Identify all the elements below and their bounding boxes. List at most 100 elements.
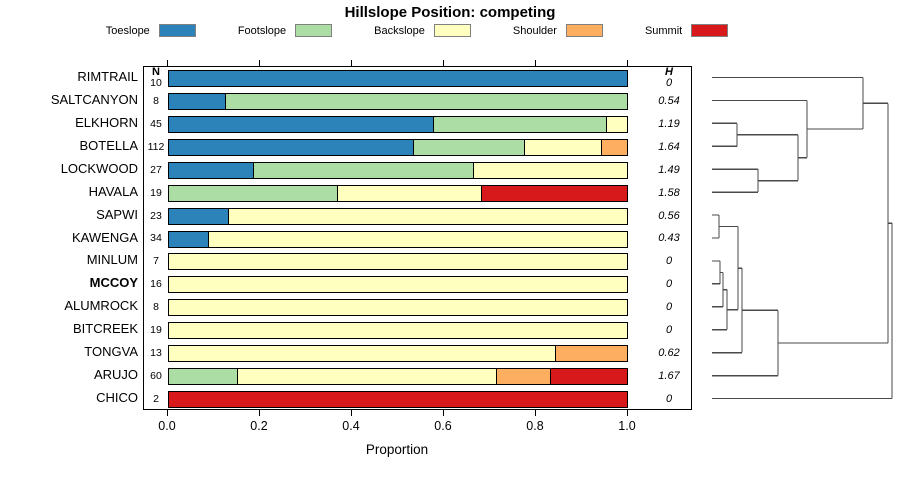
legend-label: Summit xyxy=(644,24,683,37)
h-value: 0.56 xyxy=(658,209,680,222)
x-tick xyxy=(259,410,260,416)
n-cell: 45 xyxy=(144,113,168,136)
x-tick xyxy=(351,60,352,66)
h-cell: 1.19 xyxy=(647,113,691,136)
bar-row xyxy=(168,345,628,363)
bar-segment-backslope xyxy=(169,254,627,270)
n-cell: 23 xyxy=(144,205,168,228)
n-cell: 112 xyxy=(144,136,168,159)
x-tick-label: 0.4 xyxy=(342,419,360,433)
row-label: MINLUM xyxy=(86,252,138,268)
n-value: 23 xyxy=(150,209,162,222)
legend-item-backslope: Backslope xyxy=(374,24,471,37)
n-cell: 27 xyxy=(144,159,168,182)
row-labels: RIMTRAIL SALTCANYON ELKHORN BOTELLA LOCKWOOD… xyxy=(0,66,138,410)
x-tick xyxy=(627,410,628,416)
n-value: 60 xyxy=(150,370,162,383)
n-cell: N 10 xyxy=(144,67,168,90)
bar-row xyxy=(168,253,628,271)
legend-swatch-footslope xyxy=(295,24,333,37)
x-axis-title: Proportion xyxy=(365,442,429,457)
bar-segment-toeslope xyxy=(169,93,227,109)
legend-label: Backslope xyxy=(374,24,425,37)
legend: Toeslope Footslope Backslope Shoulder Summit xyxy=(0,24,834,37)
bar-segment-summit xyxy=(482,185,627,201)
x-tick xyxy=(627,60,628,66)
bar-segment-toeslope xyxy=(169,162,254,178)
n-value: 34 xyxy=(150,232,162,245)
bar-row xyxy=(168,161,628,179)
plot-box: N 10 H 0 8 0.54 45 1.19 112 1.64 27 1.49 19 1.58 23 0.5… xyxy=(143,66,692,410)
bar-row xyxy=(168,184,628,202)
bar-segment-toeslope xyxy=(169,208,229,224)
n-cell: 34 xyxy=(144,228,168,251)
bar-row xyxy=(168,276,628,294)
n-value: 2 xyxy=(153,393,159,406)
row-label: BOTELLA xyxy=(79,137,138,153)
bar-segment-backslope xyxy=(169,323,627,339)
legend-label: Toeslope xyxy=(105,24,150,37)
bar-row xyxy=(168,207,628,225)
n-value: 10 xyxy=(150,77,162,90)
h-value: 0 xyxy=(665,301,673,314)
n-value: 27 xyxy=(150,163,162,176)
x-tick xyxy=(259,60,260,66)
h-value: 0 xyxy=(665,255,673,268)
n-value: 7 xyxy=(153,255,159,268)
row-label: HAVALA xyxy=(88,183,138,199)
bar-row xyxy=(168,69,628,87)
legend-item-shoulder: Shoulder xyxy=(513,24,603,37)
chart-title: Hillslope Position: competing xyxy=(344,4,556,21)
x-tick xyxy=(443,60,444,66)
bar-segment-footslope xyxy=(253,162,475,178)
h-value: 0.43 xyxy=(658,232,680,245)
row-label: KAWENGA xyxy=(72,229,138,245)
x-tick-label: 0.2 xyxy=(250,419,268,433)
n-cell: 60 xyxy=(144,365,168,388)
legend-item-footslope: Footslope xyxy=(238,24,333,37)
h-cell: 1.67 xyxy=(647,365,691,388)
x-tick-label: 1.0 xyxy=(618,419,636,433)
legend-item-summit: Summit xyxy=(644,24,729,37)
bar-segment-footslope xyxy=(433,116,607,132)
h-value: 0.62 xyxy=(658,347,680,360)
bar-segment-summit xyxy=(169,392,627,408)
n-cell: 19 xyxy=(144,319,168,342)
h-value: 0 xyxy=(665,77,673,90)
x-tick xyxy=(167,410,168,416)
n-cell: 8 xyxy=(144,90,168,113)
h-cell: 1.49 xyxy=(647,159,691,182)
bar-row xyxy=(168,299,628,317)
legend-swatch-toeslope xyxy=(158,24,196,37)
h-cell: 0.56 xyxy=(647,205,691,228)
x-tick-label: 0.6 xyxy=(434,419,452,433)
n-value: 19 xyxy=(150,186,162,199)
bar-segment-toeslope xyxy=(169,116,434,132)
bar-segment-toeslope xyxy=(169,139,415,155)
n-cell: 16 xyxy=(144,273,168,296)
bar-segment-backslope xyxy=(237,369,498,385)
h-value: 1.49 xyxy=(658,163,680,176)
h-cell: 0 xyxy=(647,273,691,296)
n-cell: 13 xyxy=(144,342,168,365)
row-label: SAPWI xyxy=(96,206,138,222)
legend-label: Shoulder xyxy=(512,24,557,37)
n-cell: 19 xyxy=(144,182,168,205)
bar-segment-backslope xyxy=(169,277,627,293)
row-label: RIMTRAIL xyxy=(77,69,138,84)
h-value: 0.54 xyxy=(658,94,680,107)
h-cell: 1.58 xyxy=(647,182,691,205)
x-tick xyxy=(535,410,536,416)
x-tick xyxy=(443,410,444,416)
bar-segment-shoulder xyxy=(602,139,627,155)
row-label: SALTCANYON xyxy=(50,91,138,107)
h-cell: 0.54 xyxy=(647,90,691,113)
x-tick-label: 0.8 xyxy=(526,419,544,433)
bar-segment-footslope xyxy=(169,185,338,201)
h-cell: 0.43 xyxy=(647,228,691,251)
bar-segment-toeslope xyxy=(169,231,210,247)
bar-segment-backslope xyxy=(169,300,627,316)
h-value: 0 xyxy=(665,393,673,406)
legend-swatch-shoulder xyxy=(565,24,603,37)
legend-swatch-summit xyxy=(691,24,729,37)
